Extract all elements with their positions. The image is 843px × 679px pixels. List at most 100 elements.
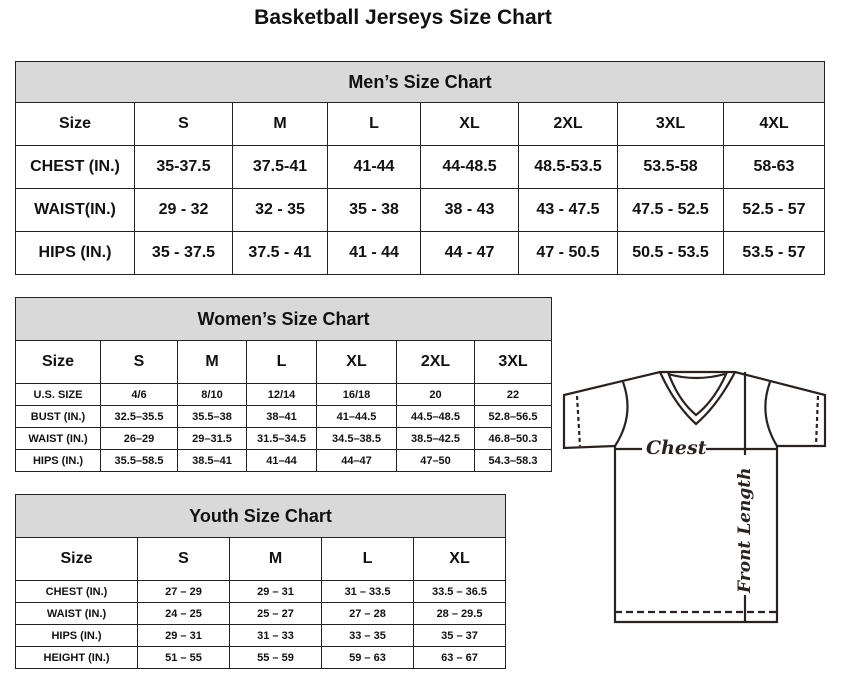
row-label: WAIST (IN.) [15, 427, 101, 450]
header-row: Size S M L XL 2XL 3XL [15, 340, 553, 384]
header-row: Size S M L XL [15, 537, 507, 581]
column-header: XL [412, 537, 507, 581]
row-label: HIPS (IN.) [15, 624, 138, 647]
mens-caption: Men’s Size Chart [15, 61, 825, 103]
column-header: Size [15, 537, 138, 581]
table-cell: 47.5 - 52.5 [617, 188, 724, 232]
table-cell: 26–29 [100, 427, 178, 450]
column-header: 3XL [617, 102, 724, 146]
column-header: 3XL [473, 340, 553, 384]
table-row: CHEST (IN.) 27 – 29 29 – 31 31 – 33.5 33.5 –… [15, 580, 507, 603]
column-header: M [177, 340, 247, 384]
table-row: HIPS (IN.) 35.5–58.5 38.5–41 41–44 44–47 47–5… [15, 449, 553, 472]
table-cell: 35 - 37.5 [134, 231, 233, 275]
table-cell: 29–31.5 [177, 427, 247, 450]
table-row: BUST (IN.) 32.5–35.5 35.5–38 38–41 41–44.5 44… [15, 405, 553, 428]
row-label: WAIST (IN.) [15, 602, 138, 625]
row-label: U.S. SIZE [15, 383, 101, 406]
table-cell: 51 – 55 [137, 646, 230, 669]
column-header: L [246, 340, 317, 384]
front-length-label: Front Length [735, 468, 755, 594]
column-header: 2XL [396, 340, 475, 384]
table-cell: 50.5 - 53.5 [617, 231, 724, 275]
row-label: BUST (IN.) [15, 405, 101, 428]
mens-size-table: Men’s Size Chart Size S M L XL 2XL 3XL 4XL CHEST … [15, 61, 825, 275]
table-cell: 63 – 67 [412, 646, 507, 669]
table-cell: 37.5-41 [232, 145, 328, 189]
column-header: M [232, 102, 328, 146]
table-cell: 4/6 [100, 383, 178, 406]
table-row: WAIST (IN.) 24 – 25 25 – 27 27 – 28 28 – 29.… [15, 602, 507, 625]
table-cell: 28 – 29.5 [412, 602, 507, 625]
table-cell: 27 – 28 [321, 602, 414, 625]
table-cell: 41–44.5 [316, 405, 397, 428]
column-header: 2XL [518, 102, 618, 146]
table-cell: 16/18 [316, 383, 397, 406]
table-cell: 47–50 [396, 449, 475, 472]
jersey-diagram: Chest Front Length [562, 370, 827, 624]
table-cell: 38.5–42.5 [396, 427, 475, 450]
table-cell: 53.5 - 57 [723, 231, 825, 275]
table-cell: 41-44 [327, 145, 421, 189]
table-cell: 35-37.5 [134, 145, 233, 189]
table-cell: 35 - 38 [327, 188, 421, 232]
table-row: HIPS (IN.) 29 – 31 31 – 33 33 – 35 35 – 37 [15, 624, 507, 647]
row-label: HEIGHT (IN.) [15, 646, 138, 669]
table-cell: 44.5–48.5 [396, 405, 475, 428]
table-cell: 38 - 43 [420, 188, 519, 232]
table-cell: 41–44 [246, 449, 317, 472]
womens-caption: Women’s Size Chart [14, 297, 553, 341]
table-cell: 22 [473, 383, 553, 406]
table-cell: 35.5–58.5 [100, 449, 178, 472]
column-header: Size [15, 340, 101, 384]
table-cell: 34.5–38.5 [316, 427, 397, 450]
table-cell: 31.5–34.5 [246, 427, 317, 450]
table-cell: 41 - 44 [327, 231, 421, 275]
table-row: WAIST (IN.) 26–29 29–31.5 31.5–34.5 34.5–38.… [15, 427, 553, 450]
column-header: 4XL [723, 102, 825, 146]
table-cell: 33.5 – 36.5 [412, 580, 507, 603]
table-cell: 25 – 27 [229, 602, 322, 625]
table-row: HEIGHT (IN.) 51 – 55 55 – 59 59 – 63 63 – 67 [15, 646, 507, 669]
table-cell: 37.5 - 41 [232, 231, 328, 275]
table-cell: 48.5-53.5 [518, 145, 618, 189]
table-cell: 52.5 - 57 [723, 188, 825, 232]
column-header: XL [420, 102, 519, 146]
table-cell: 24 – 25 [137, 602, 230, 625]
table-cell: 44–47 [316, 449, 397, 472]
table-cell: 35 – 37 [412, 624, 507, 647]
table-cell: 46.8–50.3 [473, 427, 553, 450]
table-cell: 31 – 33.5 [321, 580, 414, 603]
table-cell: 33 – 35 [321, 624, 414, 647]
table-cell: 44-48.5 [420, 145, 519, 189]
row-label: CHEST (IN.) [15, 145, 135, 189]
youth-size-table: Youth Size Chart Size S M L XL CHEST (IN.) 27 –… [14, 494, 507, 669]
table-cell: 44 - 47 [420, 231, 519, 275]
column-header: S [137, 537, 230, 581]
table-cell: 38–41 [246, 405, 317, 428]
row-label: HIPS (IN.) [15, 449, 101, 472]
column-header: S [100, 340, 178, 384]
table-cell: 32.5–35.5 [100, 405, 178, 428]
column-header: XL [316, 340, 397, 384]
page-title: Basketball Jerseys Size Chart [254, 6, 552, 29]
table-cell: 55 – 59 [229, 646, 322, 669]
womens-size-table: Women’s Size Chart Size S M L XL 2XL 3XL U.S. SI… [14, 297, 553, 472]
table-cell: 54.3–58.3 [473, 449, 553, 472]
table-cell: 47 - 50.5 [518, 231, 618, 275]
table-cell: 59 – 63 [321, 646, 414, 669]
table-cell: 53.5-58 [617, 145, 724, 189]
table-row: HIPS (IN.) 35 - 37.5 37.5 - 41 41 - 44 44 - … [15, 231, 825, 275]
row-label: HIPS (IN.) [15, 231, 135, 275]
chest-label: Chest [646, 437, 707, 459]
table-cell: 29 - 32 [134, 188, 233, 232]
column-header: L [321, 537, 414, 581]
column-header: M [229, 537, 322, 581]
column-header: Size [15, 102, 135, 146]
header-row: Size S M L XL 2XL 3XL 4XL [15, 102, 825, 146]
table-cell: 8/10 [177, 383, 247, 406]
table-cell: 43 - 47.5 [518, 188, 618, 232]
table-cell: 20 [396, 383, 475, 406]
row-label: WAIST(IN.) [15, 188, 135, 232]
table-cell: 58-63 [723, 145, 825, 189]
